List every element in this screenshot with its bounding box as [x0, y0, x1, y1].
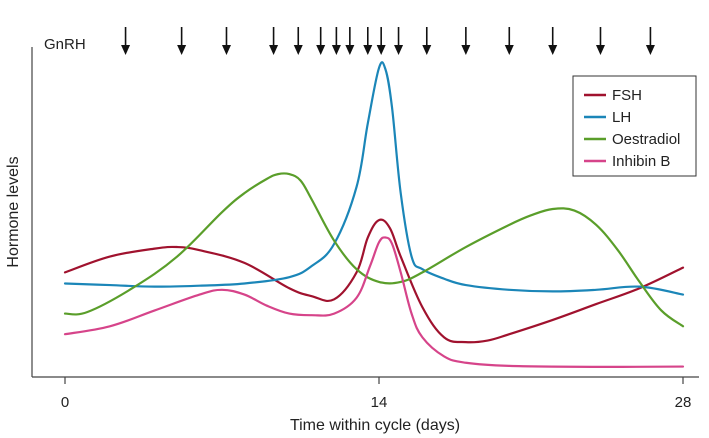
- series-line-fsh: [63, 218, 685, 344]
- series-lines: [63, 61, 685, 368]
- series-line-lh: [63, 61, 685, 296]
- legend-item-inhibin-b: Inhibin B: [584, 153, 670, 170]
- legend: FSH LH Oestradiol Inhibin B: [572, 75, 697, 177]
- series-line-oestradiol: [63, 172, 685, 328]
- legend-item-oestradiol: Oestradiol: [584, 131, 680, 148]
- legend-label-fsh: FSH: [612, 87, 642, 104]
- gnrh-pulse-arrow: [121, 27, 131, 55]
- gnrh-pulse-arrows: [121, 27, 655, 55]
- legend-item-fsh: FSH: [584, 87, 642, 104]
- legend-label-inhibin-b: Inhibin B: [612, 153, 670, 170]
- gnrh-pulse-arrow: [316, 27, 326, 55]
- gnrh-pulse-arrow: [504, 27, 514, 55]
- x-tick-label: 28: [675, 394, 692, 411]
- gnrh-pulse-arrow: [269, 27, 279, 55]
- gnrh-pulse-arrow: [461, 27, 471, 55]
- gnrh-pulse-arrow: [293, 27, 303, 55]
- legend-label-lh: LH: [612, 109, 631, 126]
- gnrh-pulse-arrow: [221, 27, 231, 55]
- gnrh-pulse-arrow: [394, 27, 404, 55]
- x-tick-label: 14: [371, 394, 388, 411]
- gnrh-pulse-arrow: [363, 27, 373, 55]
- gnrh-pulse-arrow: [645, 27, 655, 55]
- legend-label-oestradiol: Oestradiol: [612, 131, 680, 148]
- legend-box: [572, 75, 697, 177]
- gnrh-label: GnRH: [44, 36, 86, 53]
- series-line-inhibin-b: [63, 236, 685, 368]
- gnrh-pulse-arrow: [177, 27, 187, 55]
- legend-items: FSH LH Oestradiol Inhibin B: [584, 87, 680, 170]
- gnrh-pulse-arrow: [548, 27, 558, 55]
- gnrh-pulse-arrow: [595, 27, 605, 55]
- gnrh-pulse-arrow: [345, 27, 355, 55]
- gnrh-pulse-arrow: [376, 27, 386, 55]
- x-tick-label: 0: [61, 394, 69, 411]
- y-axis-title: Hormone levels: [5, 156, 22, 267]
- gnrh-pulse-arrow: [422, 27, 432, 55]
- x-axis-ticks: 0 14 28: [61, 377, 692, 411]
- gnrh-pulse-arrow: [331, 27, 341, 55]
- x-axis-title: Time within cycle (days): [290, 417, 460, 434]
- legend-item-lh: LH: [584, 109, 631, 126]
